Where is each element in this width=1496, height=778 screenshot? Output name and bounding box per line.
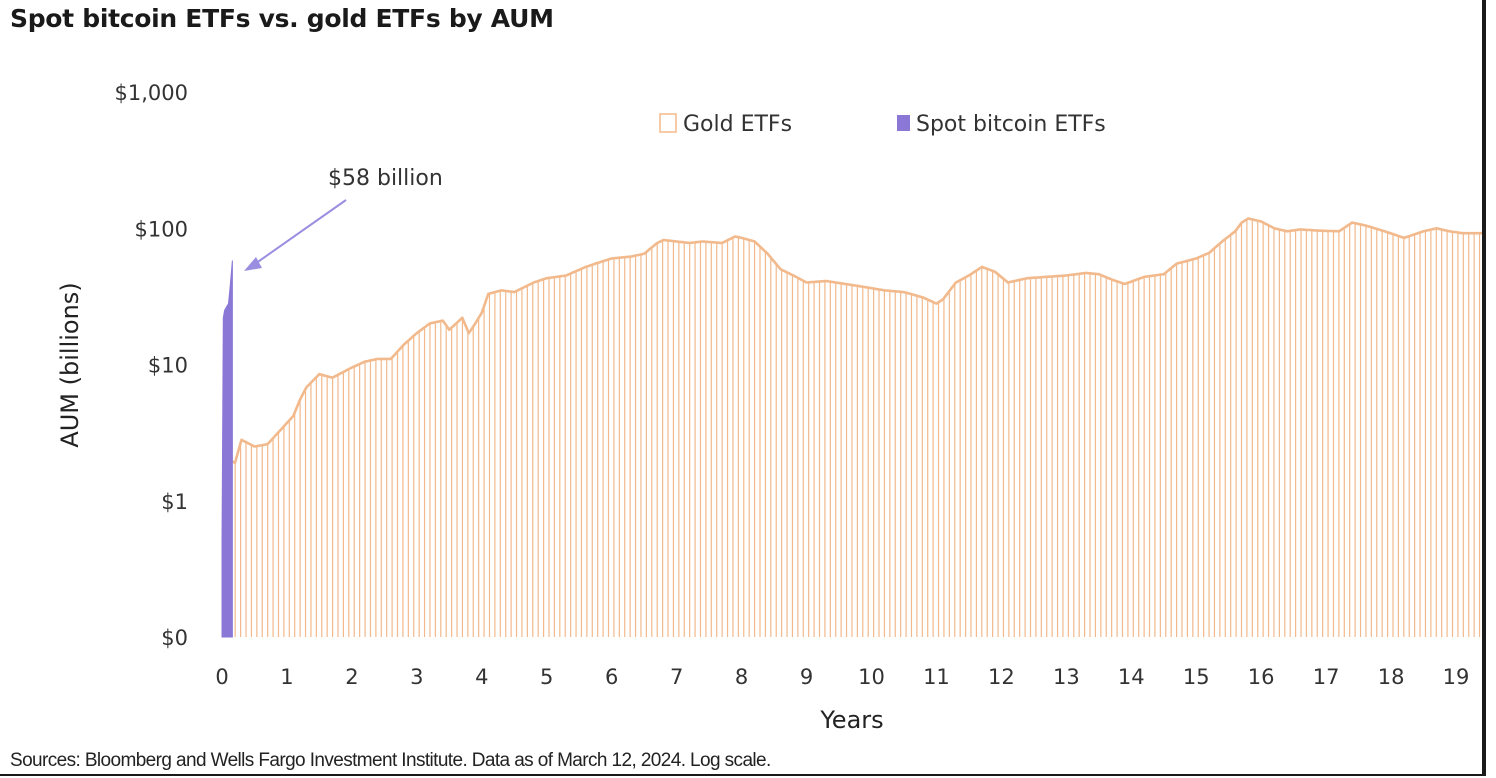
x-tick-label: 9 xyxy=(800,665,813,689)
y-tick-labels: $0 $1 $10 $100 $1,000 xyxy=(115,81,188,650)
x-tick-label: 18 xyxy=(1378,665,1405,689)
annotation-arrow-head xyxy=(244,257,262,271)
x-axis-label: Years xyxy=(819,706,883,734)
x-tick-label: 14 xyxy=(1118,665,1145,689)
x-tick-label: 13 xyxy=(1053,665,1080,689)
y-tick-label: $1 xyxy=(161,490,188,514)
x-tick-label: 2 xyxy=(345,665,358,689)
bitcoin-area-layer xyxy=(221,260,233,638)
x-tick-label: 12 xyxy=(988,665,1015,689)
y-tick-label: $10 xyxy=(148,354,188,378)
bitcoin-series-area xyxy=(221,260,233,638)
y-tick-label: $100 xyxy=(135,217,188,241)
chart-title: Spot bitcoin ETFs vs. gold ETFs by AUM xyxy=(10,4,554,33)
legend: Gold ETFs Spot bitcoin ETFs xyxy=(659,112,1106,137)
x-tick-label: 17 xyxy=(1313,665,1340,689)
x-tick-label: 5 xyxy=(540,665,553,689)
x-tick-label: 1 xyxy=(280,665,293,689)
y-tick-label: $0 xyxy=(161,626,188,650)
x-tick-label: 11 xyxy=(923,665,950,689)
x-tick-labels: 0 1 2 3 4 5 6 7 8 9 10 11 12 13 14 15 16 17 18 19 xyxy=(215,665,1469,689)
x-tick-label: 3 xyxy=(410,665,423,689)
x-tick-label: 0 xyxy=(215,665,228,689)
legend-swatch-bitcoin xyxy=(897,115,910,131)
gold-outline-layer xyxy=(225,217,1482,465)
y-axis-label: AUM (billions) xyxy=(56,282,84,447)
legend-label-gold: Gold ETFs xyxy=(683,112,792,137)
gold-bars-layer xyxy=(229,219,1481,637)
x-tick-label: 4 xyxy=(475,665,488,689)
annotation-label: $58 billion xyxy=(328,166,443,191)
legend-swatch-gold xyxy=(659,113,677,133)
x-tick-label: 19 xyxy=(1443,665,1470,689)
x-tick-label: 15 xyxy=(1183,665,1210,689)
chart-source: Sources: Bloomberg and Wells Fargo Inves… xyxy=(10,750,771,771)
legend-label-bitcoin: Spot bitcoin ETFs xyxy=(916,112,1106,137)
x-tick-label: 16 xyxy=(1248,665,1275,689)
x-tick-label: 10 xyxy=(858,665,885,689)
gold-series-line xyxy=(225,217,1482,465)
x-tick-label: 8 xyxy=(735,665,748,689)
annotation: $58 billion xyxy=(244,166,443,271)
y-tick-label: $1,000 xyxy=(115,81,188,105)
annotation-arrow-line xyxy=(251,199,347,267)
x-tick-label: 7 xyxy=(670,665,683,689)
x-tick-label: 6 xyxy=(605,665,618,689)
